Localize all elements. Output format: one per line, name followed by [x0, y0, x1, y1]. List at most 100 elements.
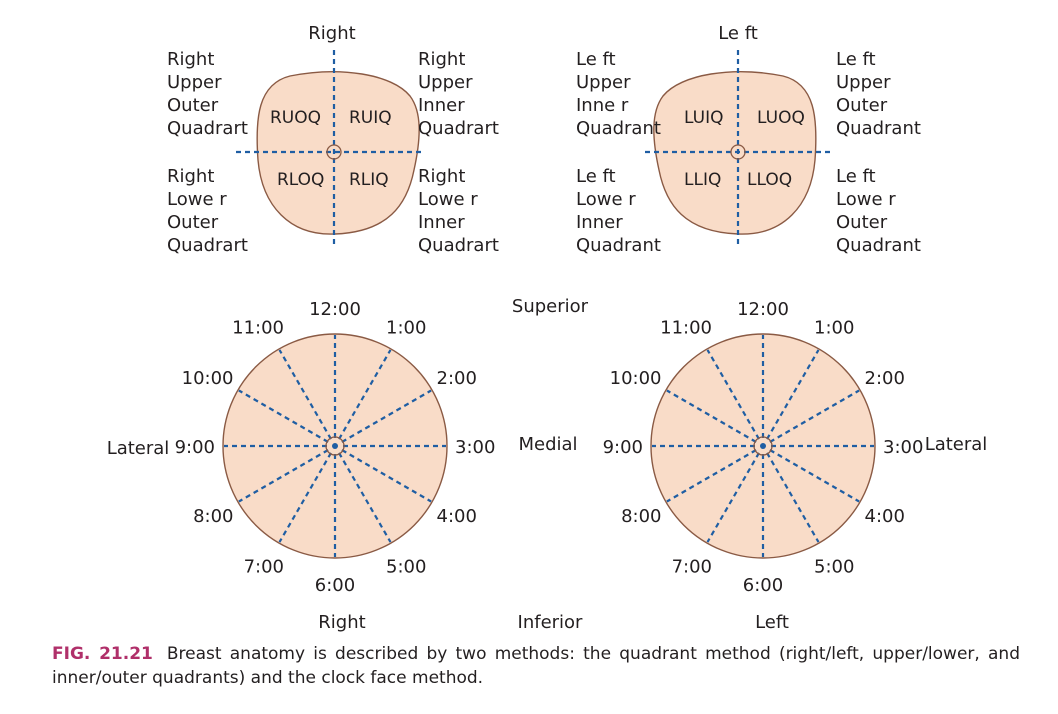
clock-spoke [341, 449, 432, 503]
clock-hour-label: 5:00 [386, 557, 426, 578]
left-upper-outer-label: Le ft Upper Outer Quadrant [836, 49, 921, 139]
clock-spoke [769, 389, 860, 443]
clock-hour-label: 10:00 [610, 368, 662, 389]
label-line: Lowe r [418, 189, 478, 210]
clock-spoke [766, 452, 820, 543]
clock-spoke [706, 349, 760, 440]
label-line: Upper [418, 72, 473, 93]
label-line: Lowe r [167, 189, 227, 210]
clock-hour-label: 8:00 [193, 506, 233, 527]
rightquad-rloq: RLOQ [277, 170, 324, 190]
clock-hour-label: 2:00 [865, 368, 905, 389]
left-lower-inner-label: Le ft Lowe r Inner Quadrant [576, 166, 661, 256]
clock-spoke [278, 349, 332, 440]
rightquad-ruoq: RUOQ [270, 108, 321, 128]
clock-spoke [338, 452, 392, 543]
clock-spoke [238, 389, 329, 443]
caption-text: Breast anatomy is described by two metho… [52, 644, 1020, 688]
clock-spoke [769, 449, 860, 503]
right-upper-outer-label: Right Upper Outer Quadrart [167, 49, 248, 139]
label-line: Right [167, 166, 214, 187]
clock-spoke [278, 452, 332, 543]
label-line: Quadrant [836, 235, 921, 256]
label-line: Inner [576, 212, 623, 233]
right-clock-spokes [224, 335, 446, 557]
left-upper-inner-label: Le ft Upper Inne r Quadrant [576, 49, 661, 139]
clock-hour-label: 7:00 [244, 557, 284, 578]
left-quadrant-diagram: Le ft LUIQ LUOQ LLIQ LLOQ Le ft Upper In… [576, 23, 921, 256]
clock-hour-label: 2:00 [437, 368, 477, 389]
leftquad-lliq: LLIQ [684, 170, 721, 190]
clock-hour-label: 5:00 [814, 557, 854, 578]
label-line: Quadrant [576, 118, 661, 139]
leftquad-lloq: LLOQ [747, 170, 792, 190]
clock-center-dot [760, 443, 766, 449]
label-line: Inne r [576, 95, 629, 116]
label-line: Le ft [836, 166, 876, 187]
label-line: Inner [418, 95, 465, 116]
clock-hour-label: 8:00 [621, 506, 661, 527]
clock-hour-label: 6:00 [743, 575, 783, 596]
label-line: Quadrart [418, 118, 499, 139]
breast-anatomy-figure: Right RUOQ RUIQ RLOQ RLIQ Right Upper Ou… [107, 23, 988, 633]
left-clock-hour-labels: 12:00 1:00 2:00 3:00 4:00 5:00 6:00 7:00 8:00 9:0… [603, 299, 924, 596]
clock-hour-label: 3:00 [883, 437, 923, 458]
label-line: Upper [836, 72, 891, 93]
label-line: Quadrant [836, 118, 921, 139]
right-clock-hour-labels: 12:00 1:00 2:00 3:00 4:00 5:00 6:00 7:00 8:00 9:0… [175, 299, 496, 596]
left-nipple [730, 144, 746, 160]
label-line: Upper [576, 72, 631, 93]
clock-spoke [706, 452, 760, 543]
rightquad-ruiq: RUIQ [349, 108, 392, 128]
clock-spoke [666, 449, 757, 503]
figure-number: FIG. 21.21 [52, 644, 153, 664]
clock-hour-label: 4:00 [437, 506, 477, 527]
label-line: Quadrant [576, 235, 661, 256]
right-clock-diagram: 12:00 1:00 2:00 3:00 4:00 5:00 6:00 7:00 8:00 9:0… [175, 299, 496, 596]
left-clock-nipple [753, 436, 773, 456]
right-quadrant-title: Right [308, 23, 355, 44]
leftquad-luiq: LUIQ [684, 108, 723, 128]
clock-hour-label: 11:00 [232, 318, 284, 339]
clock-hour-label: 10:00 [182, 368, 234, 389]
label-line: Quadrart [418, 235, 499, 256]
right-clock-side-label: Right [318, 612, 365, 633]
clock-spoke [341, 389, 432, 443]
label-line: Upper [167, 72, 222, 93]
clock-hour-label: 11:00 [660, 318, 712, 339]
label-line: Lowe r [836, 189, 896, 210]
right-upper-inner-label: Right Upper Inner Quadrart [418, 49, 499, 139]
right-nipple [326, 144, 342, 160]
clock-spoke [666, 389, 757, 443]
left-breast-shape [653, 71, 817, 235]
label-line: Le ft [576, 166, 616, 187]
clock-hour-label: 1:00 [814, 318, 854, 339]
clock-hour-label: 9:00 [175, 437, 215, 458]
clock-spoke [766, 349, 820, 440]
right-lower-inner-label: Right Lowe r Inner Quadrart [418, 166, 499, 256]
label-line: Outer [167, 95, 219, 116]
clock-hour-label: 12:00 [737, 299, 789, 320]
clock-hour-label: 3:00 [455, 437, 495, 458]
rightquad-rliq: RLIQ [349, 170, 389, 190]
left-clock-side-label: Left [755, 612, 789, 633]
label-line: Quadrart [167, 235, 248, 256]
right-lower-outer-label: Right Lowe r Outer Quadrart [167, 166, 248, 256]
label-line: Lowe r [576, 189, 636, 210]
label-line: Le ft [576, 49, 616, 70]
right-clock-nipple [325, 436, 345, 456]
clock-hour-label: 4:00 [865, 506, 905, 527]
figure-caption: FIG. 21.21 Breast anatomy is described by… [52, 642, 1020, 690]
label-line: Outer [836, 95, 888, 116]
clock-hour-label: 12:00 [309, 299, 361, 320]
clock-spoke [338, 349, 392, 440]
clock-hour-label: 9:00 [603, 437, 643, 458]
label-line: Outer [836, 212, 888, 233]
clock-hour-label: 7:00 [672, 557, 712, 578]
label-line: Quadrart [167, 118, 248, 139]
left-quadrant-title: Le ft [718, 23, 758, 44]
label-line: Le ft [836, 49, 876, 70]
label-line: Right [418, 49, 465, 70]
left-lower-outer-label: Le ft Lowe r Outer Quadrant [836, 166, 921, 256]
left-lateral-label: Lateral [925, 434, 988, 455]
